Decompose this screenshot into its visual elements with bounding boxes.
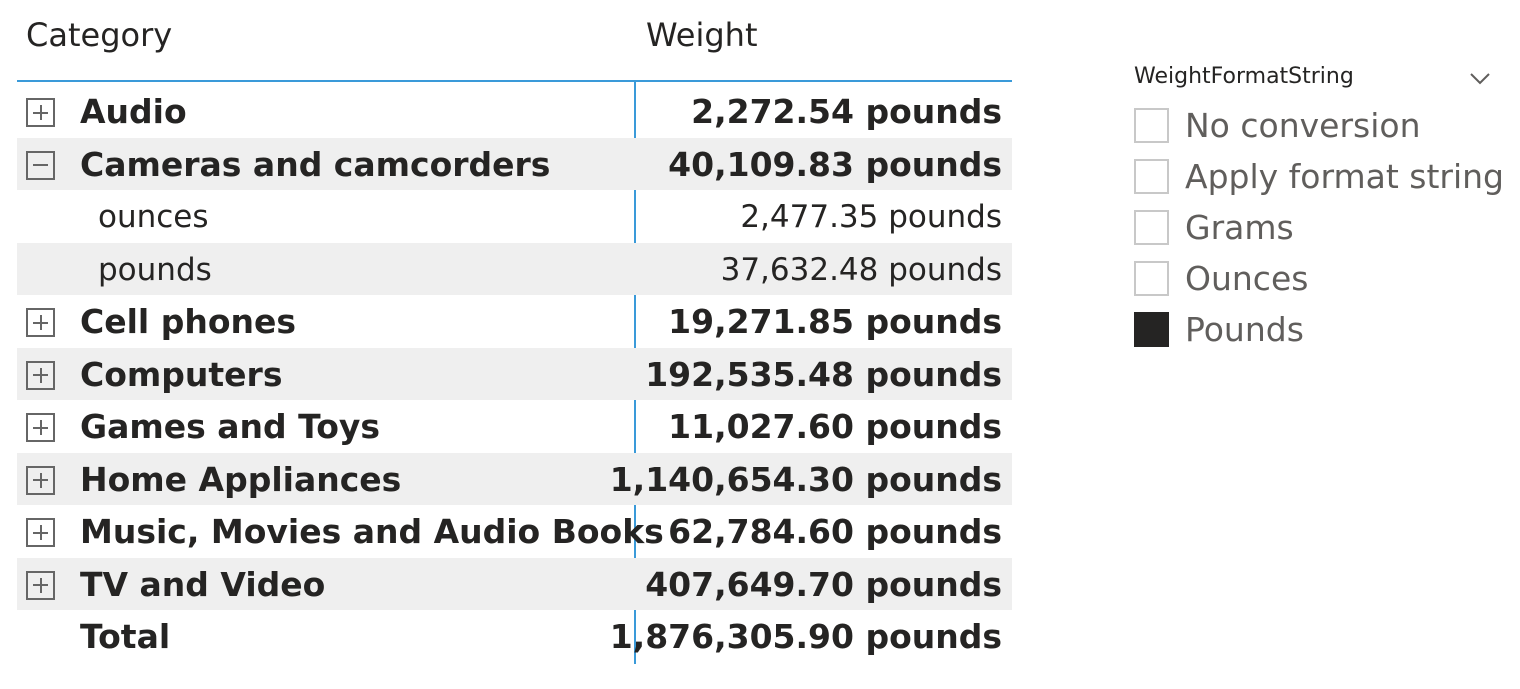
total-label: Total — [80, 617, 171, 656]
row-value: 192,535.48 pounds — [645, 354, 1002, 394]
table-row-pounds[interactable]: pounds 37,632.48 pounds — [17, 242, 1012, 295]
row-value: 37,632.48 pounds — [720, 251, 1002, 288]
row-value: 62,784.60 pounds — [668, 512, 1002, 551]
row-value: 2,272.54 pounds — [691, 92, 1002, 131]
row-label: Games and Toys — [80, 407, 381, 446]
row-label: Home Appliances — [80, 459, 402, 499]
table-row-computers[interactable]: Computers 192,535.48 pounds — [17, 347, 1012, 400]
table-row-cameras[interactable]: Cameras and camcorders 40,109.83 pounds — [17, 137, 1012, 190]
row-label: Music, Movies and Audio Books — [80, 512, 664, 551]
row-value: 11,027.60 pounds — [668, 407, 1002, 446]
expand-icon[interactable] — [26, 98, 55, 127]
slicer-option-ounces[interactable]: Ounces — [1134, 257, 1504, 301]
expand-icon[interactable] — [26, 413, 55, 442]
checkbox[interactable] — [1134, 261, 1169, 296]
table-row-games-toys[interactable]: Games and Toys 11,027.60 pounds — [17, 400, 1012, 453]
checkbox[interactable] — [1134, 108, 1169, 143]
expand-icon[interactable] — [26, 308, 55, 337]
expand-icon[interactable] — [26, 360, 55, 390]
table-row-tv-video[interactable]: TV and Video 407,649.70 pounds — [17, 557, 1012, 610]
table-row-cell-phones[interactable]: Cell phones 19,271.85 pounds — [17, 295, 1012, 348]
option-label: Grams — [1185, 208, 1294, 247]
row-value: 407,649.70 pounds — [645, 564, 1002, 604]
total-value: 1,876,305.90 pounds — [609, 617, 1002, 656]
table-row-audio[interactable]: Audio 2,272.54 pounds — [17, 85, 1012, 138]
table-row-music-movies[interactable]: Music, Movies and Audio Books 62,784.60 … — [17, 505, 1012, 558]
row-value: 40,109.83 pounds — [668, 144, 1002, 184]
option-label: Apply format string — [1185, 157, 1504, 196]
table-row-total: Total 1,876,305.90 pounds — [17, 610, 1012, 663]
chevron-down-icon[interactable] — [1468, 66, 1492, 90]
checkbox[interactable] — [1134, 210, 1169, 245]
row-label: ounces — [98, 199, 209, 235]
expand-icon[interactable] — [26, 570, 55, 600]
row-value: 2,477.35 pounds — [740, 199, 1002, 235]
row-value: 1,140,654.30 pounds — [609, 459, 1002, 499]
matrix-table: Category Weight Audio 2,272.54 pounds Ca… — [17, 0, 1012, 689]
option-label: Pounds — [1185, 310, 1304, 349]
checkbox[interactable] — [1134, 159, 1169, 194]
matrix-header: Category Weight — [17, 0, 1012, 82]
slicer-option-grams[interactable]: Grams — [1134, 206, 1504, 250]
slicer-option-no-conversion[interactable]: No conversion — [1134, 104, 1504, 148]
option-label: No conversion — [1185, 106, 1421, 145]
slicer-option-apply-format-string[interactable]: Apply format string — [1134, 155, 1504, 199]
table-row-ounces[interactable]: ounces 2,477.35 pounds — [17, 190, 1012, 243]
row-label: Computers — [80, 354, 283, 394]
option-label: Ounces — [1185, 259, 1309, 298]
slicer-title: WeightFormatString — [1134, 64, 1354, 89]
row-label: Cell phones — [80, 302, 297, 341]
row-label: Audio — [80, 92, 187, 131]
expand-icon[interactable] — [26, 465, 55, 495]
collapse-icon[interactable] — [26, 150, 55, 180]
slicer-option-pounds[interactable]: Pounds — [1134, 308, 1504, 352]
row-label: pounds — [98, 251, 212, 288]
table-row-home-appliances[interactable]: Home Appliances 1,140,654.30 pounds — [17, 452, 1012, 505]
column-header-category[interactable]: Category — [26, 16, 173, 54]
checkbox-checked[interactable] — [1134, 312, 1169, 347]
row-label: Cameras and camcorders — [80, 144, 551, 184]
row-value: 19,271.85 pounds — [668, 302, 1002, 341]
row-label: TV and Video — [80, 564, 326, 604]
column-header-weight[interactable]: Weight — [646, 16, 758, 54]
expand-icon[interactable] — [26, 518, 55, 547]
